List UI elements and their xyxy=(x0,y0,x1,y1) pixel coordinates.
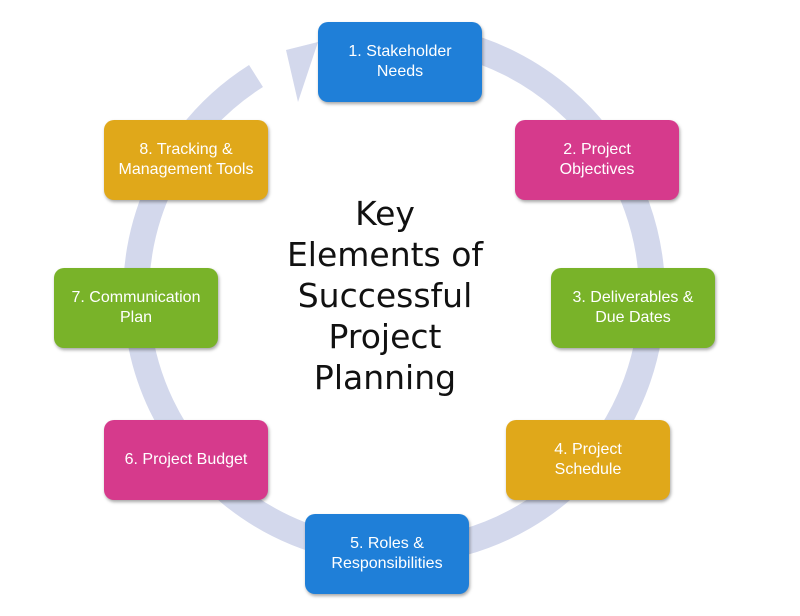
step-box-7: 7. Communication Plan xyxy=(54,268,218,348)
step-box-1: 1. Stakeholder Needs xyxy=(318,22,482,102)
step-label-6: 6. Project Budget xyxy=(124,451,248,468)
step-label-1: 1. Stakeholder Needs xyxy=(348,43,452,80)
step-box-8: 8. Tracking & Management Tools xyxy=(104,120,268,200)
cycle-arrowhead xyxy=(286,42,318,102)
step-box-4: 4. Project Schedule xyxy=(506,420,670,500)
step-box-3: 3. Deliverables & Due Dates xyxy=(551,268,715,348)
step-label-5: 5. Roles & Responsibilities xyxy=(331,535,443,572)
step-label-2: 2. Project Objectives xyxy=(559,141,635,178)
step-label-8: 8. Tracking & Management Tools xyxy=(118,141,254,178)
step-label-7: 7. Communication Plan xyxy=(71,289,201,326)
step-box-5: 5. Roles & Responsibilities xyxy=(305,514,469,594)
step-box-2: 2. Project Objectives xyxy=(515,120,679,200)
step-label-3: 3. Deliverables & Due Dates xyxy=(572,289,694,326)
step-box-6: 6. Project Budget xyxy=(104,420,268,500)
step-label-4: 4. Project Schedule xyxy=(554,441,622,478)
diagram-title: Key Elements of Successful Project Plann… xyxy=(286,194,484,397)
